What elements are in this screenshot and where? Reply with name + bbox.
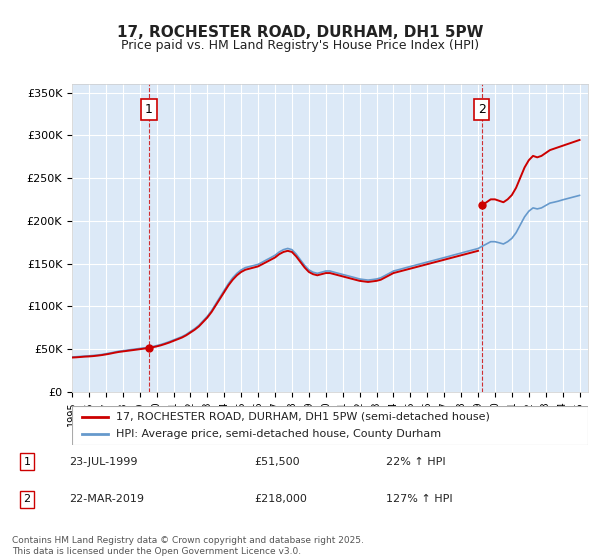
Text: 17, ROCHESTER ROAD, DURHAM, DH1 5PW: 17, ROCHESTER ROAD, DURHAM, DH1 5PW — [117, 25, 483, 40]
FancyBboxPatch shape — [72, 406, 588, 445]
Text: 2: 2 — [23, 494, 31, 505]
Text: 2: 2 — [478, 103, 485, 116]
Text: Contains HM Land Registry data © Crown copyright and database right 2025.
This d: Contains HM Land Registry data © Crown c… — [12, 536, 364, 556]
Text: 22-MAR-2019: 22-MAR-2019 — [70, 494, 145, 505]
Text: 22% ↑ HPI: 22% ↑ HPI — [386, 456, 446, 466]
Text: HPI: Average price, semi-detached house, County Durham: HPI: Average price, semi-detached house,… — [116, 429, 441, 439]
Text: 23-JUL-1999: 23-JUL-1999 — [70, 456, 138, 466]
Text: 1: 1 — [145, 103, 153, 116]
Text: £218,000: £218,000 — [254, 494, 307, 505]
Text: 17, ROCHESTER ROAD, DURHAM, DH1 5PW (semi-detached house): 17, ROCHESTER ROAD, DURHAM, DH1 5PW (sem… — [116, 412, 490, 422]
Text: £51,500: £51,500 — [254, 456, 299, 466]
Text: 1: 1 — [23, 456, 31, 466]
Text: 127% ↑ HPI: 127% ↑ HPI — [386, 494, 453, 505]
Text: Price paid vs. HM Land Registry's House Price Index (HPI): Price paid vs. HM Land Registry's House … — [121, 39, 479, 52]
